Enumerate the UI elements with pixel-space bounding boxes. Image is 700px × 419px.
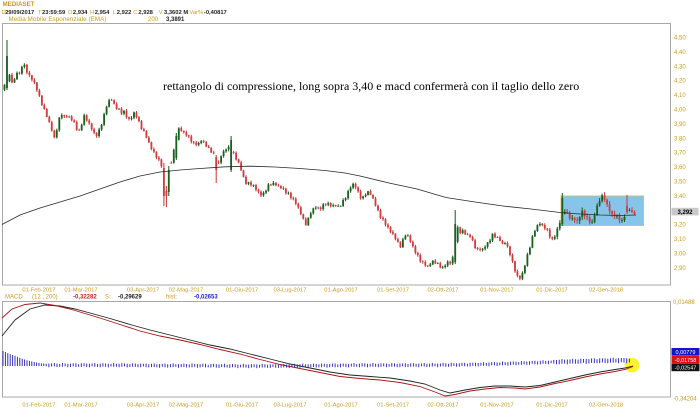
svg-text:-0,01758: -0,01758 xyxy=(675,358,697,364)
svg-text:D: D xyxy=(2,10,6,16)
svg-text:4,00: 4,00 xyxy=(674,108,686,114)
svg-text:03-Apr-2017: 03-Apr-2017 xyxy=(127,403,159,409)
svg-text:-0,02653: -0,02653 xyxy=(194,295,218,301)
svg-text:02-Ott-2017: 02-Ott-2017 xyxy=(428,403,459,409)
svg-text:02-Gen-2018: 02-Gen-2018 xyxy=(589,288,623,294)
svg-text:hist:: hist: xyxy=(166,295,177,301)
svg-text:-0,29629: -0,29629 xyxy=(118,295,142,301)
svg-text:2,954: 2,954 xyxy=(95,10,110,16)
svg-text:01-Giu-2017: 01-Giu-2017 xyxy=(226,288,258,294)
svg-text:01-Set-2017: 01-Set-2017 xyxy=(377,288,409,294)
svg-text:2,934: 2,934 xyxy=(73,10,88,16)
svg-text:Var%: Var% xyxy=(189,10,203,16)
svg-text:0,00779: 0,00779 xyxy=(676,350,696,356)
svg-text:01-Giu-2017: 01-Giu-2017 xyxy=(226,403,258,409)
svg-text:V: V xyxy=(159,10,163,16)
svg-text:200: 200 xyxy=(148,17,159,23)
svg-text:rettangolo di compressione, lo: rettangolo di compressione, long sopra 3… xyxy=(163,79,579,93)
svg-text:01-Nov-2017: 01-Nov-2017 xyxy=(480,403,514,409)
svg-text:Media Mobile Esponenziale (EMA: Media Mobile Esponenziale (EMA) xyxy=(9,16,107,23)
svg-text:02-Mag-2017: 02-Mag-2017 xyxy=(169,288,203,294)
svg-text:03-Lug-2017: 03-Lug-2017 xyxy=(274,403,307,409)
svg-text:4,40: 4,40 xyxy=(674,50,686,56)
svg-text:0,01488: 0,01488 xyxy=(673,300,695,306)
svg-text:-0,40817: -0,40817 xyxy=(204,10,227,16)
svg-text:2,90: 2,90 xyxy=(674,266,686,272)
svg-text:29/09/2017: 29/09/2017 xyxy=(5,10,34,16)
svg-text:01-Mar-2017: 01-Mar-2017 xyxy=(64,288,97,294)
svg-text:23:59:59: 23:59:59 xyxy=(42,10,66,16)
svg-text:3,70: 3,70 xyxy=(674,151,686,157)
svg-text:-0,32282: -0,32282 xyxy=(73,295,97,301)
svg-text:2,928: 2,928 xyxy=(138,10,153,16)
svg-text:H: H xyxy=(90,10,94,16)
svg-text:02-Mag-2017: 02-Mag-2017 xyxy=(169,403,203,409)
svg-text:3,10: 3,10 xyxy=(674,237,686,243)
svg-text:4,20: 4,20 xyxy=(674,79,686,85)
svg-text:-0,02547: -0,02547 xyxy=(675,366,697,372)
svg-text:3,20: 3,20 xyxy=(674,223,686,229)
svg-text:01-Nov-2017: 01-Nov-2017 xyxy=(480,288,514,294)
svg-text:01-Dic-2017: 01-Dic-2017 xyxy=(536,403,568,409)
svg-text:01-Ago-2017: 01-Ago-2017 xyxy=(324,288,358,294)
svg-text:02-Gen-2018: 02-Gen-2018 xyxy=(589,403,623,409)
svg-text:01-Feb-2017: 01-Feb-2017 xyxy=(22,288,55,294)
svg-text:MACD: MACD xyxy=(5,295,23,301)
svg-text:4,30: 4,30 xyxy=(674,64,686,70)
svg-text:3,80: 3,80 xyxy=(674,136,686,142)
svg-text:T: T xyxy=(38,10,42,16)
svg-text:S:: S: xyxy=(105,295,111,301)
svg-text:01-Ago-2017: 01-Ago-2017 xyxy=(324,403,358,409)
svg-text:MEDIASET: MEDIASET xyxy=(3,1,35,8)
svg-text:L: L xyxy=(113,10,117,16)
svg-text:3,60: 3,60 xyxy=(674,165,686,171)
svg-text:02-Ott-2017: 02-Ott-2017 xyxy=(428,288,459,294)
svg-text:C: C xyxy=(133,10,137,16)
svg-text:01-Mar-2017: 01-Mar-2017 xyxy=(64,403,97,409)
svg-text:2,922: 2,922 xyxy=(117,10,132,16)
svg-text:01-Dic-2017: 01-Dic-2017 xyxy=(536,288,568,294)
svg-text:3,90: 3,90 xyxy=(674,122,686,128)
svg-text:03-Apr-2017: 03-Apr-2017 xyxy=(127,288,159,294)
svg-text:03-Lug-2017: 03-Lug-2017 xyxy=(274,288,307,294)
svg-text:3,3891: 3,3891 xyxy=(166,17,185,23)
svg-text:3,292: 3,292 xyxy=(677,210,693,216)
svg-text:4,10: 4,10 xyxy=(674,93,686,99)
svg-text:(12 , 200): (12 , 200) xyxy=(32,295,58,301)
svg-text:-0,34204: -0,34204 xyxy=(673,397,697,403)
svg-text:4,50: 4,50 xyxy=(674,36,686,42)
svg-text:O: O xyxy=(68,10,73,16)
svg-text:3,40: 3,40 xyxy=(674,194,686,200)
svg-text:3,50: 3,50 xyxy=(674,180,686,186)
svg-text:01-Feb-2017: 01-Feb-2017 xyxy=(22,403,55,409)
svg-text:01-Set-2017: 01-Set-2017 xyxy=(377,403,409,409)
svg-text:3,00: 3,00 xyxy=(674,252,686,258)
svg-text:3,3602 M: 3,3602 M xyxy=(164,10,188,16)
